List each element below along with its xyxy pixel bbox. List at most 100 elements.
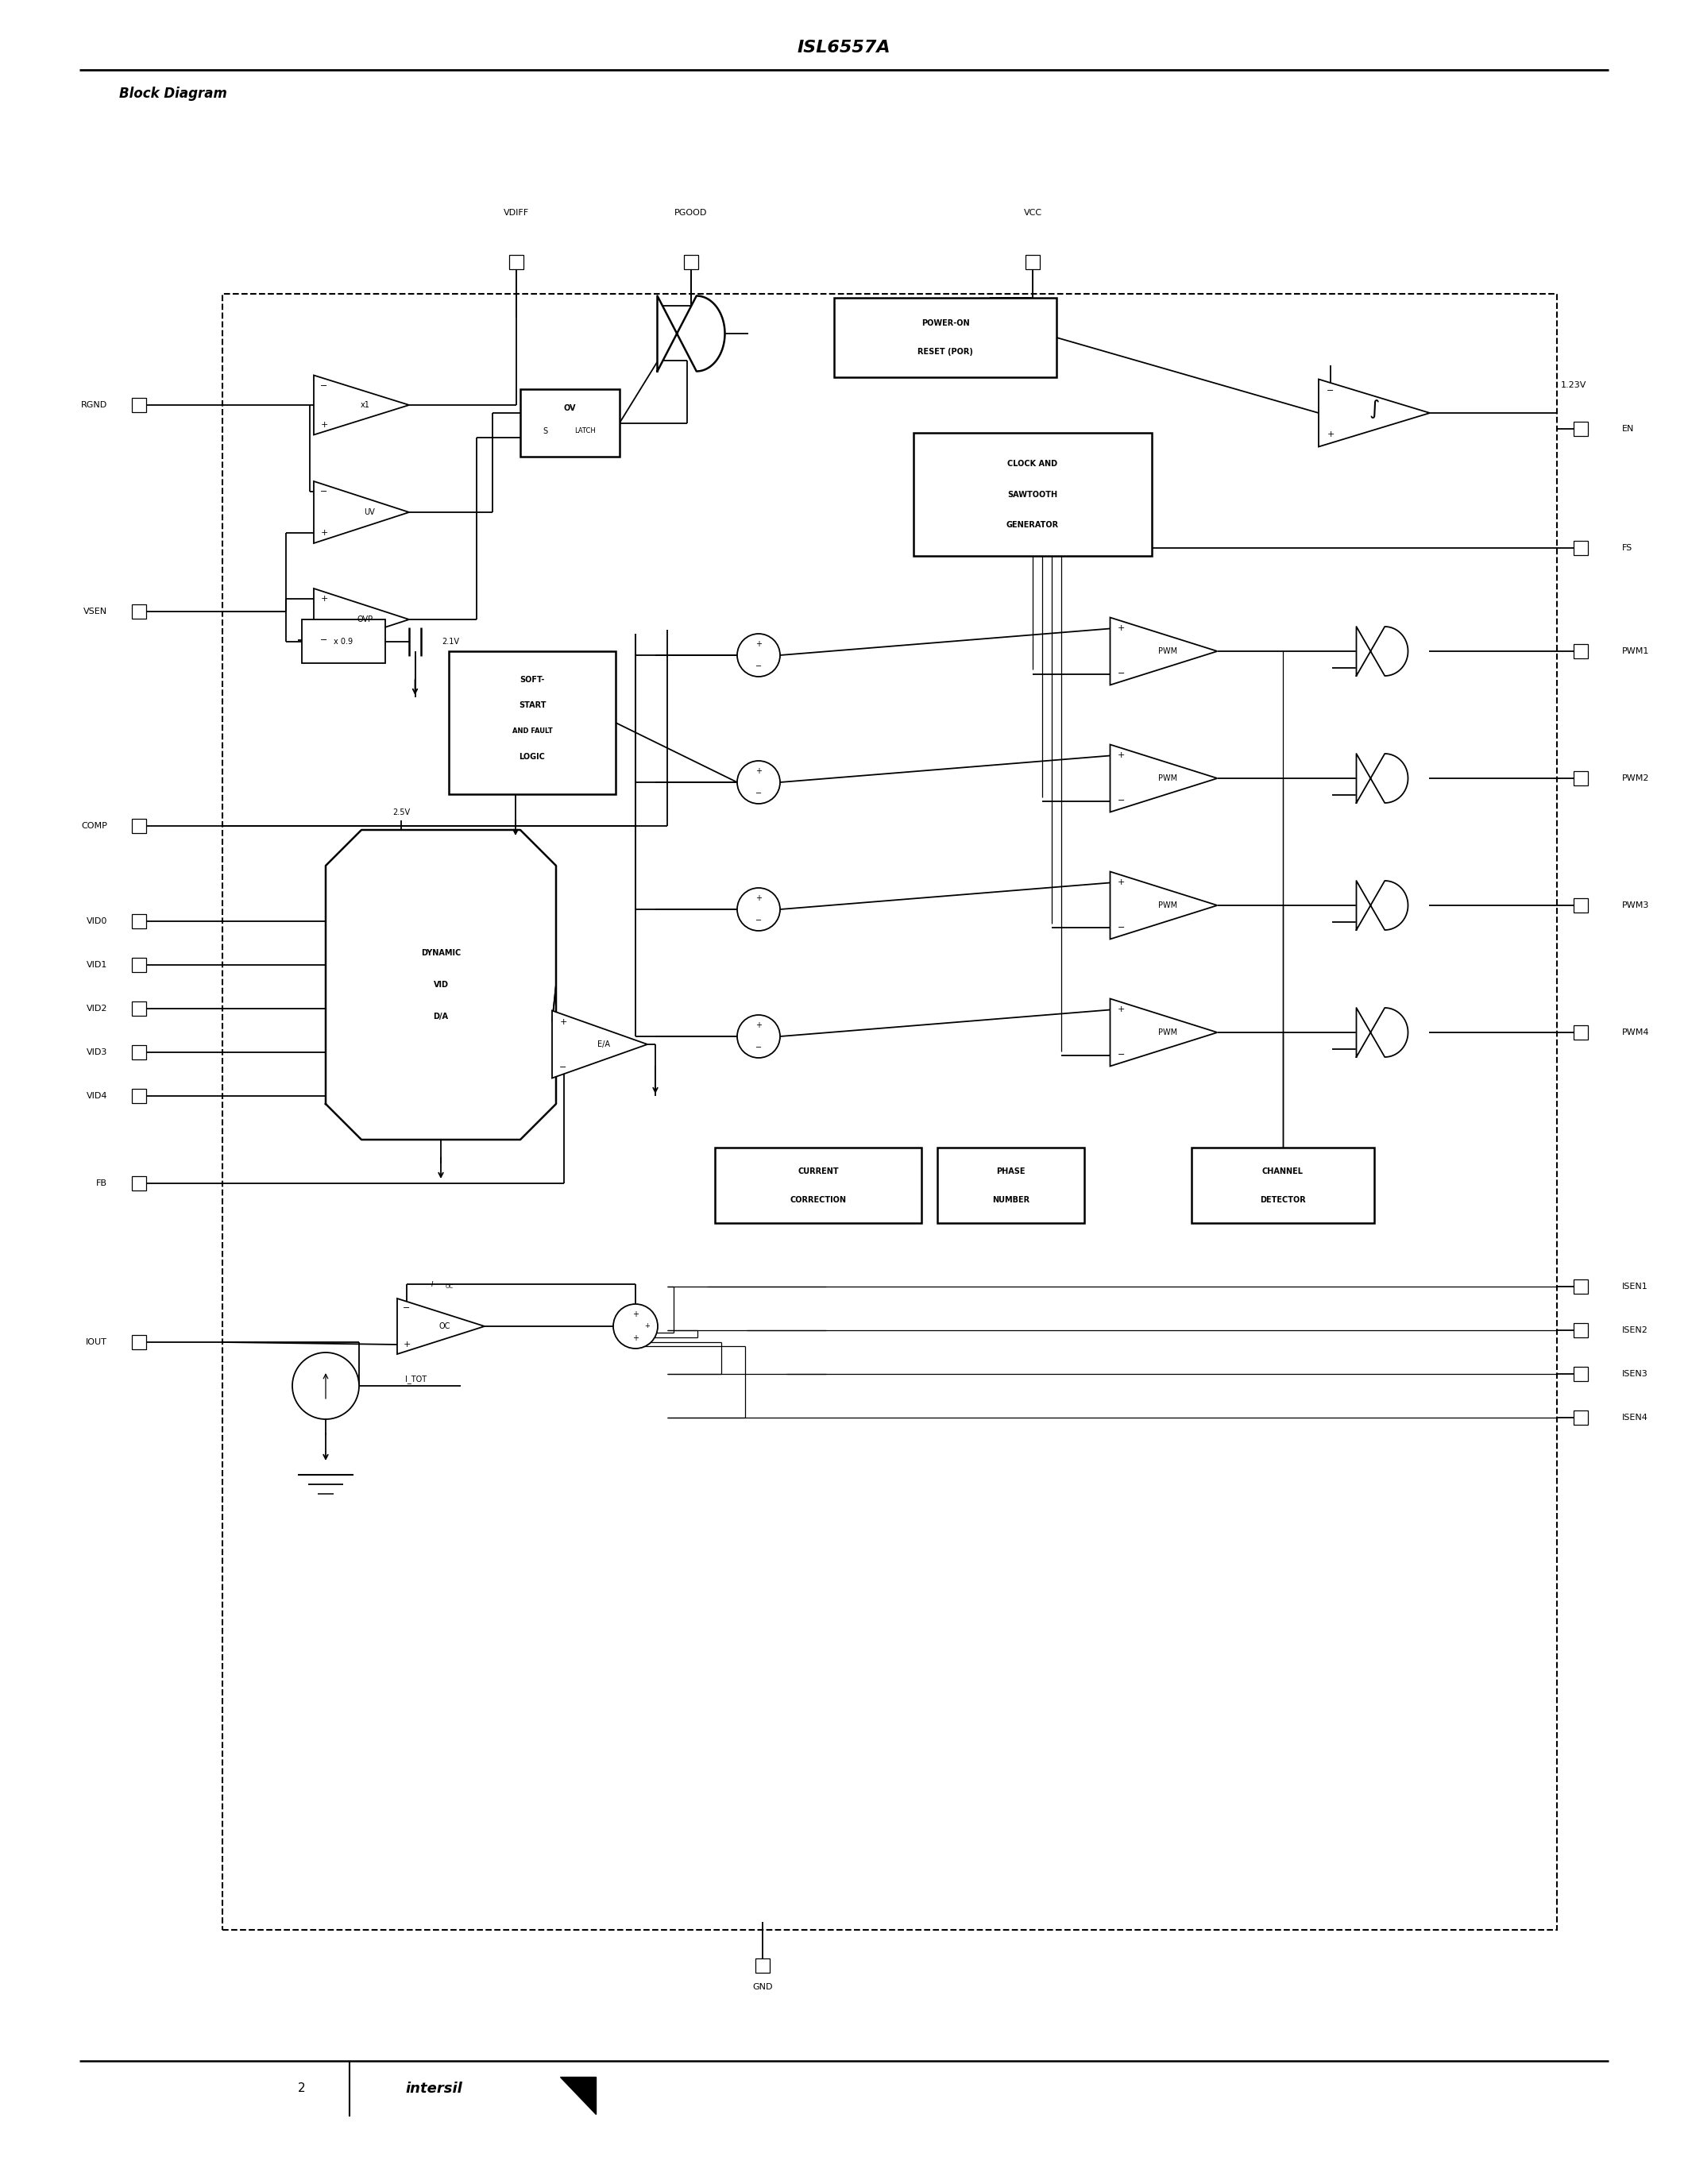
Text: PWM4: PWM4 [1622, 1029, 1649, 1037]
Text: VID4: VID4 [86, 1092, 108, 1101]
Bar [132, 1046, 147, 1059]
Text: −: − [1117, 670, 1124, 677]
Text: GND: GND [753, 1983, 773, 1992]
Text: Block Diagram: Block Diagram [120, 87, 228, 100]
Bar [684, 256, 699, 269]
Polygon shape [326, 830, 555, 1140]
Circle shape [738, 760, 780, 804]
Text: 2.1V: 2.1V [442, 638, 459, 646]
Text: ISEN4: ISEN4 [1622, 1413, 1647, 1422]
Bar [132, 1002, 147, 1016]
Text: AND FAULT: AND FAULT [511, 727, 552, 734]
Text: +: + [559, 1018, 567, 1026]
Text: −: − [756, 788, 761, 797]
Text: RESET (POR): RESET (POR) [918, 347, 972, 356]
Text: I: I [430, 1282, 434, 1289]
Text: PWM3: PWM3 [1622, 902, 1649, 909]
Text: LATCH: LATCH [574, 428, 596, 435]
Text: VDIFF: VDIFF [503, 210, 528, 216]
Text: COMP: COMP [81, 821, 108, 830]
Polygon shape [314, 376, 408, 435]
Circle shape [738, 889, 780, 930]
Text: +: + [321, 594, 327, 603]
Bar [132, 605, 147, 618]
Bar [520, 389, 619, 456]
Text: PHASE: PHASE [996, 1168, 1025, 1175]
Text: +: + [1117, 878, 1124, 887]
Text: VSEN: VSEN [83, 607, 108, 616]
Bar [1573, 1411, 1588, 1424]
Polygon shape [1111, 998, 1217, 1066]
Text: PWM: PWM [1158, 1029, 1177, 1037]
Text: SAWTOOTH: SAWTOOTH [1008, 491, 1058, 498]
Bar [132, 915, 147, 928]
Text: START: START [518, 701, 545, 710]
Bar [449, 651, 616, 795]
Text: −: − [1327, 387, 1334, 395]
Text: VID0: VID0 [86, 917, 108, 926]
Bar [302, 620, 385, 664]
Text: D/A: D/A [434, 1013, 449, 1020]
Text: +: + [1117, 1007, 1124, 1013]
Text: CURRENT: CURRENT [798, 1168, 839, 1175]
Text: −: − [1117, 1051, 1124, 1059]
Text: −: − [1117, 924, 1124, 933]
Bar [1573, 1280, 1588, 1293]
Polygon shape [552, 1011, 648, 1079]
Text: +: + [321, 422, 327, 428]
Bar [1192, 1147, 1374, 1223]
Polygon shape [1111, 618, 1217, 686]
Bar [132, 1177, 147, 1190]
Text: −: − [321, 382, 327, 389]
Text: −: − [756, 662, 761, 670]
Bar [510, 256, 523, 269]
Polygon shape [314, 587, 408, 651]
Text: −: − [403, 1304, 410, 1313]
Polygon shape [657, 295, 724, 371]
Bar [1573, 1024, 1588, 1040]
Polygon shape [1357, 753, 1408, 804]
Text: PGOOD: PGOOD [675, 210, 707, 216]
Text: CORRECTION: CORRECTION [790, 1197, 846, 1203]
Bar [132, 397, 147, 413]
Text: POWER-ON: POWER-ON [922, 319, 969, 328]
Text: +: + [1327, 430, 1334, 439]
Text: VCC: VCC [1023, 210, 1041, 216]
Bar [1573, 1367, 1588, 1380]
Bar [1573, 422, 1588, 437]
Text: −: − [756, 1044, 761, 1051]
Text: I_TOT: I_TOT [405, 1376, 427, 1385]
Text: +: + [1117, 625, 1124, 633]
Bar [1573, 644, 1588, 657]
Bar [132, 1334, 147, 1350]
Text: VID2: VID2 [86, 1005, 108, 1013]
Bar [1026, 256, 1040, 269]
Text: CHANNEL: CHANNEL [1263, 1168, 1303, 1175]
Bar [1573, 771, 1588, 786]
Bar [913, 432, 1151, 557]
Text: −: − [559, 1064, 567, 1070]
Text: 1.23V: 1.23V [1561, 382, 1587, 389]
Text: PWM: PWM [1158, 902, 1177, 909]
Text: −: − [756, 917, 761, 924]
Text: OC: OC [439, 1321, 451, 1330]
Circle shape [292, 1352, 360, 1420]
Bar [716, 1147, 922, 1223]
Text: OC: OC [446, 1284, 454, 1289]
Text: ISEN2: ISEN2 [1622, 1326, 1647, 1334]
Bar [1573, 542, 1588, 555]
Polygon shape [1357, 627, 1408, 675]
Polygon shape [397, 1299, 484, 1354]
Text: DYNAMIC: DYNAMIC [420, 950, 461, 957]
Text: 2.5V: 2.5V [392, 808, 410, 817]
Bar [937, 1147, 1084, 1223]
Text: +: + [645, 1324, 650, 1330]
Text: RGND: RGND [81, 402, 108, 408]
Text: DETECTOR: DETECTOR [1259, 1197, 1307, 1203]
Bar [223, 295, 1556, 1931]
Text: VID3: VID3 [86, 1048, 108, 1057]
Bar [834, 297, 1057, 378]
Text: EN: EN [1622, 426, 1634, 432]
Polygon shape [314, 480, 408, 544]
Bar [132, 819, 147, 832]
